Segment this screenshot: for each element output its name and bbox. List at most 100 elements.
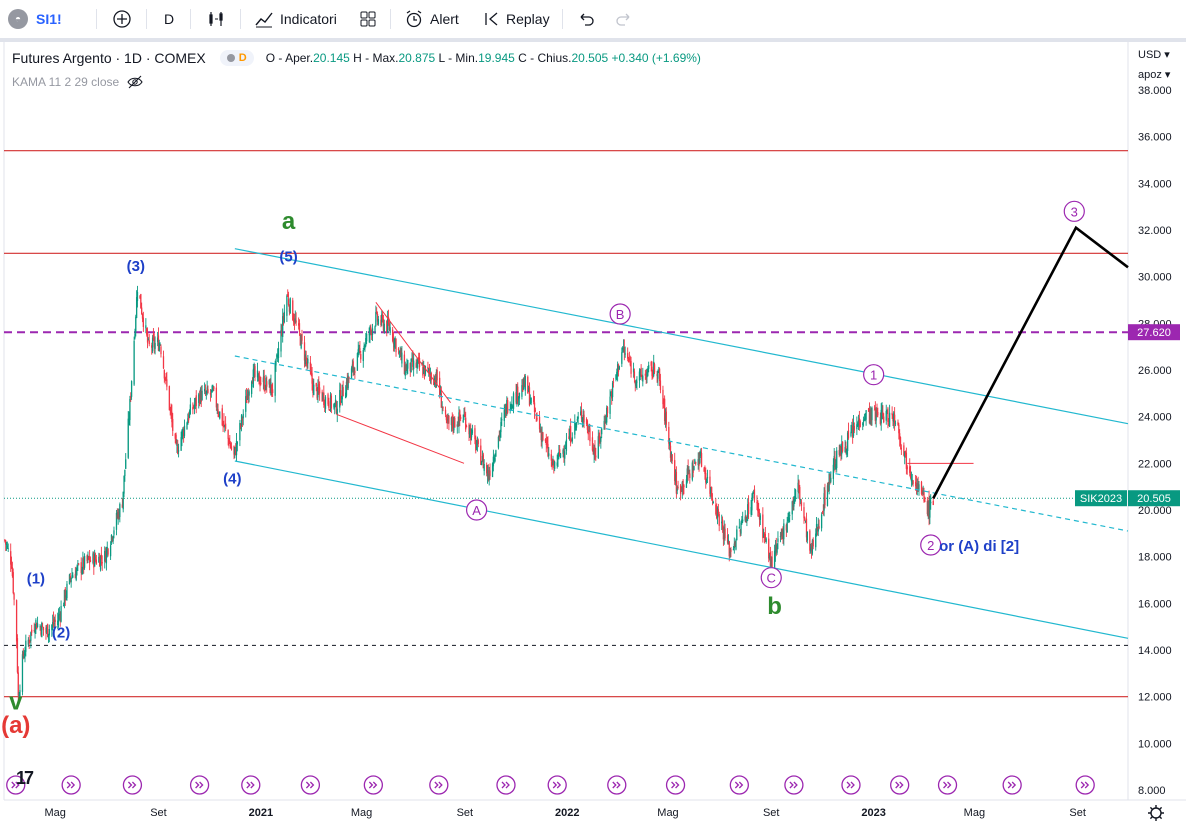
status-dot-icon bbox=[226, 54, 235, 62]
chart-type-button[interactable] bbox=[206, 0, 226, 38]
event-marker-icon bbox=[841, 775, 861, 795]
price-tick-label: 36.000 bbox=[1138, 132, 1172, 144]
event-arrow bbox=[1080, 781, 1090, 789]
last-price-label-bg bbox=[1128, 490, 1180, 507]
event-marker-icon bbox=[496, 775, 516, 795]
interval-label: D bbox=[164, 11, 175, 27]
price-tick-label: 26.000 bbox=[1138, 365, 1172, 377]
compare-button[interactable] bbox=[112, 0, 132, 38]
channel-upper-line bbox=[234, 248, 1129, 425]
wave-label: (2) bbox=[52, 624, 70, 641]
toolbar-divider bbox=[96, 9, 97, 29]
wave-circle bbox=[1063, 200, 1085, 222]
event-marker-icon bbox=[937, 775, 958, 795]
event-arrow bbox=[895, 781, 904, 789]
time-tick-label: Set bbox=[150, 807, 167, 819]
wave-circle bbox=[920, 534, 942, 556]
toolbar-divider bbox=[240, 9, 241, 29]
horizontal-lines bbox=[4, 150, 1128, 698]
chart-legend: Futures Argento · 1D · COMEX D O - Aper.… bbox=[12, 50, 701, 66]
event-arrow bbox=[246, 781, 255, 789]
time-tick-label: Set bbox=[1069, 807, 1086, 819]
time-tick-label: Mag bbox=[964, 807, 985, 819]
price-tick-label: 8.000 bbox=[1138, 785, 1166, 797]
wave-label: A bbox=[472, 503, 481, 518]
high-label: H - Max. bbox=[353, 51, 399, 65]
projection-path bbox=[932, 225, 1129, 499]
chart-title: Futures Argento · 1D · COMEX bbox=[12, 50, 206, 66]
alarm-clock-icon bbox=[406, 10, 422, 28]
wave-label: a bbox=[282, 208, 296, 235]
contract-label-bg bbox=[1075, 490, 1127, 507]
time-tick-label: 2022 bbox=[555, 807, 579, 819]
wave-circle bbox=[863, 364, 885, 386]
last-price-label: 20.505 bbox=[1137, 493, 1171, 505]
wave-circle bbox=[466, 499, 488, 521]
wave-label: b bbox=[767, 593, 782, 620]
drawings-group bbox=[234, 225, 1129, 639]
price-tick-label: 14.000 bbox=[1138, 645, 1172, 657]
time-tick-label: 2021 bbox=[249, 807, 273, 819]
currency-selector[interactable]: USD ▾ bbox=[1138, 49, 1170, 61]
alert-button[interactable]: Alert bbox=[404, 0, 459, 38]
event-arrow bbox=[846, 781, 855, 789]
market-status-badge[interactable]: D bbox=[219, 50, 254, 66]
close-value: 20.505 bbox=[571, 51, 609, 65]
price-tick-label: 38.000 bbox=[1138, 85, 1172, 97]
replay-button[interactable]: Replay bbox=[482, 0, 550, 38]
event-arrow bbox=[734, 781, 744, 789]
dashed-line-price-label: 27.620 bbox=[1137, 327, 1171, 339]
indicators-button[interactable]: Indicatori bbox=[254, 0, 337, 38]
price-chart[interactable]: 38.000 36.000 34.000 32.000 30.000 2 8.000 26.0… bbox=[0, 42, 1186, 839]
event-marker-icon bbox=[729, 775, 749, 795]
low-value: 19.945 bbox=[478, 51, 515, 65]
price-tick-label: 22.000 bbox=[1138, 458, 1172, 470]
wave-label: (a) bbox=[1, 712, 30, 739]
symbol-avatar-icon: ◓ bbox=[8, 9, 28, 29]
event-marker-icon bbox=[300, 775, 321, 795]
indicators-icon bbox=[255, 12, 273, 28]
tradingview-logo[interactable]: 17 bbox=[16, 768, 34, 788]
eye-hidden-icon[interactable] bbox=[127, 75, 143, 89]
price-tick-label: 34.000 bbox=[1138, 178, 1172, 190]
unit-selector[interactable]: apoz ▾ bbox=[1138, 69, 1171, 81]
event-arrow bbox=[552, 781, 562, 789]
event-arrow bbox=[612, 781, 621, 789]
event-marker-icon bbox=[61, 775, 81, 795]
channel-lower-line bbox=[234, 460, 1129, 639]
price-tick-label: 30.000 bbox=[1138, 272, 1172, 284]
indicator-legend: KAMA 11 2 29 close bbox=[12, 75, 143, 89]
event-marker-icon bbox=[665, 775, 686, 795]
wave-label: C bbox=[767, 571, 776, 586]
top-toolbar: ◓ SI1! D Indicatori Alert Replay bbox=[0, 0, 1186, 42]
change-value: +0.340 (+1.69%) bbox=[611, 51, 701, 65]
unit-label: apoz bbox=[1138, 69, 1162, 81]
event-marker-icon bbox=[890, 775, 910, 795]
wave-label: 2 bbox=[927, 538, 934, 553]
wave-circle bbox=[609, 303, 631, 325]
replay-label: Replay bbox=[506, 11, 550, 27]
event-arrow bbox=[305, 781, 315, 789]
undo-button[interactable] bbox=[576, 0, 596, 38]
event-arrow bbox=[195, 781, 204, 789]
price-tick-label: 18.000 bbox=[1138, 552, 1172, 564]
event-arrow bbox=[671, 781, 680, 789]
redo-button[interactable] bbox=[614, 0, 634, 38]
layouts-button[interactable] bbox=[358, 0, 378, 38]
time-tick-label: 2023 bbox=[861, 807, 885, 819]
event-marker-icon bbox=[241, 775, 261, 795]
price-labels: 27.620 SIK2023 20.505 bbox=[1075, 324, 1180, 507]
symbol-search-button[interactable]: ◓ SI1! bbox=[8, 0, 62, 38]
toolbar-divider bbox=[390, 9, 391, 29]
undo-icon bbox=[580, 13, 594, 26]
trend-line bbox=[375, 302, 451, 403]
time-tick-label: Set bbox=[763, 807, 780, 819]
price-tick-label: 16.000 bbox=[1138, 598, 1172, 610]
wave-label: (1) bbox=[27, 571, 45, 588]
settings-gear-icon[interactable] bbox=[1148, 805, 1164, 821]
wave-label: B bbox=[616, 307, 625, 322]
event-marker-icon bbox=[189, 775, 210, 795]
interval-button[interactable]: D bbox=[164, 0, 174, 38]
wave-labels: (a)v (1) (2) (3) (4) (5) a A B Cb 1 2 3 or (A) di [2] bbox=[1, 200, 1085, 739]
wave-label: 3 bbox=[1071, 204, 1078, 219]
